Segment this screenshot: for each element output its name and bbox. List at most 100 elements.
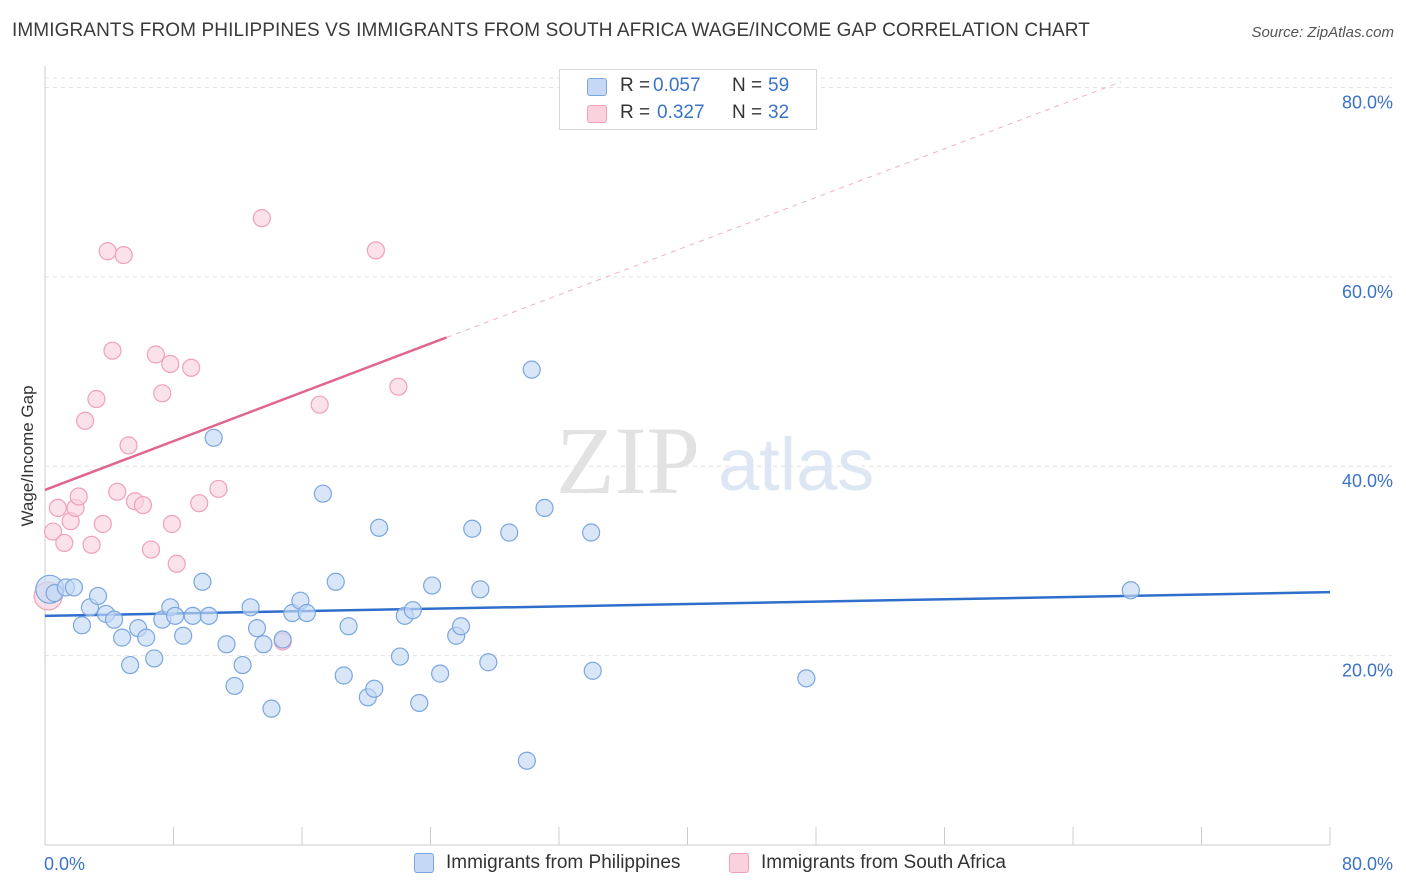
philippines-point [193,572,212,591]
south-africa-point [366,241,385,260]
south-africa-point [98,242,117,261]
philippines-point [174,626,193,645]
south-africa-point [76,411,95,430]
south-africa-point [87,389,106,409]
philippines-point [583,661,602,680]
philippines-point [326,572,345,591]
legend-label-south-africa: Immigrants from South Africa [761,852,1006,873]
south-africa-trend-line [44,336,448,492]
y-tick-label: 80.0% [1342,92,1393,112]
x-tick-label-min: 0.0% [44,854,85,874]
philippines-point [262,699,281,718]
watermark-zip: ZIP [556,407,700,514]
tick-labels: 20.0% 40.0% 60.0% 80.0% 0.0% 80.0% [44,92,1393,874]
south-africa-swatch [587,105,607,123]
n-value: 59 [768,75,790,96]
legend-label-philippines: Immigrants from Philippines [446,852,681,873]
y-tick-label: 60.0% [1342,282,1393,302]
south-africa-point [190,494,209,513]
philippines-point [183,606,202,625]
philippines-point [451,617,471,636]
south-africa-point [43,522,63,541]
philippines-point [471,580,490,599]
y-tick-label: 20.0% [1342,661,1393,681]
philippines-point [410,693,429,713]
south-africa-point [146,345,165,364]
philippines-point [254,635,273,654]
philippines-point [535,498,554,517]
south-africa-trend-extension [446,81,1122,338]
data-points [33,209,1140,770]
philippines-point [273,630,292,649]
south-africa-point [252,209,271,228]
r-value: 0.057 [653,75,701,96]
source-credit: Source: ZipAtlas.com [1251,24,1394,41]
south-africa-point [48,498,67,517]
philippines-point [297,603,316,623]
philippines-point [225,676,244,696]
watermark-atlas: atlas [718,423,874,506]
south-africa-point [114,245,133,265]
grid-lines [45,77,1392,657]
south-africa-point [310,395,329,414]
philippines-point [365,679,384,698]
south-africa-point [82,535,101,554]
south-africa-point [69,487,88,506]
n-label: N = [732,75,763,96]
south-africa-point [108,482,127,501]
r-label: R = [620,102,651,123]
philippines-point [1121,581,1140,600]
y-tick-label: 40.0% [1342,471,1393,491]
south-africa-point [182,358,201,377]
stats-legend: R = 0.057 N = 59 R = 0.327 N = 32 [559,69,817,130]
philippines-point [137,628,156,647]
philippines-point [797,669,816,688]
philippines-point [334,666,353,685]
philippines-point [233,655,252,675]
south-africa-point [161,354,180,374]
philippines-point [517,751,536,770]
philippines-point [72,616,92,635]
y-axis-label: Wage/Income Gap [18,385,37,526]
r-value: 0.327 [657,102,705,123]
south-africa-point [119,436,138,455]
chart-title: IMMIGRANTS FROM PHILIPPINES VS IMMIGRANT… [12,20,1090,41]
philippines-legend-swatch [414,853,434,873]
philippines-point [370,518,389,537]
philippines-point [403,601,422,620]
philippines-point [104,610,124,629]
philippines-point [247,619,267,638]
n-value: 32 [768,102,790,123]
philippines-point [121,655,140,675]
south-africa-point [103,341,122,360]
south-africa-point [167,554,186,573]
n-label: N = [732,102,763,123]
watermark: ZIP atlas [556,407,874,514]
philippines-point [88,586,108,606]
south-africa-point [93,514,112,534]
philippines-swatch [587,78,607,96]
philippines-point [582,523,601,542]
philippines-point [522,360,541,379]
philippines-point [431,664,450,683]
philippines-trend-line [44,590,1331,618]
south-africa-point [55,533,74,553]
philippines-point [463,519,482,538]
x-tick-label-max: 80.0% [1342,854,1393,874]
philippines-point [145,649,164,668]
philippines-point [423,576,442,595]
south-africa-point [162,514,181,534]
stats-row-philippines: R = 0.057 N = 59 [560,73,818,101]
philippines-point [500,523,519,542]
south-africa-point [389,377,408,396]
r-label: R = [620,75,651,96]
philippines-point [204,428,223,447]
philippines-point [241,598,260,617]
philippines-point [479,653,498,672]
south-africa-point [153,384,172,403]
south-africa-point [209,479,228,499]
axes [44,66,1331,846]
philippines-point [166,606,185,625]
philippines-point [390,647,410,666]
